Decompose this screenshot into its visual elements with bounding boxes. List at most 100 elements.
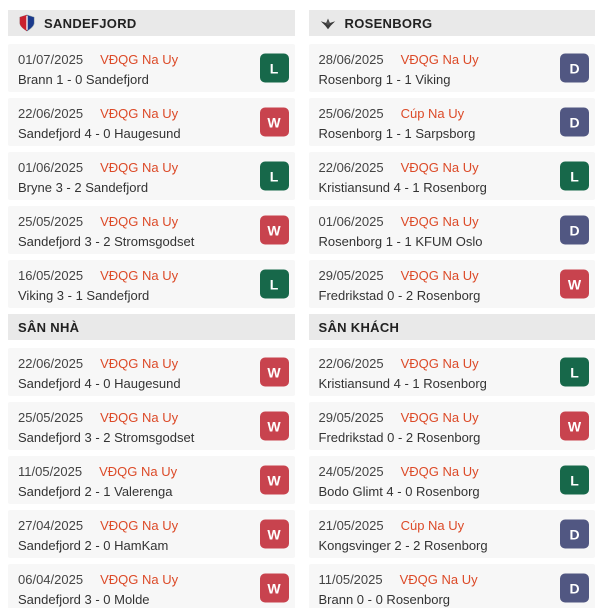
section-header-home: SÂN NHÀ [8,314,295,340]
match-date: 25/06/2025 [318,106,384,121]
match-row[interactable]: 24/05/2025 VĐQG Na Uy Bodo Glimt 4 - 0 R… [308,456,595,504]
result-badge: W [259,107,289,137]
match-meta: 11/05/2025 VĐQG Na Uy [319,572,550,587]
league-link[interactable]: VĐQG Na Uy [100,572,179,587]
match-row[interactable]: 22/06/2025 VĐQG Na Uy Sandefjord 4 - 0 H… [8,348,295,396]
match-meta: 28/06/2025 VĐQG Na Uy [319,52,550,67]
match-row[interactable]: 21/05/2025 Cúp Na Uy Kongsvinger 2 - 2 R… [308,510,595,558]
match-date: 11/05/2025 [318,572,383,587]
match-row[interactable]: 29/05/2025 VĐQG Na Uy Fredrikstad 0 - 2 … [308,260,595,308]
team-form-column-away: ROSENBORG 28/06/2025 VĐQG Na Uy Rosenbor… [308,10,595,608]
match-row[interactable]: 25/05/2025 VĐQG Na Uy Sandefjord 3 - 2 S… [8,402,295,450]
league-link[interactable]: VĐQG Na Uy [400,464,479,479]
match-row[interactable]: 22/06/2025 VĐQG Na Uy Sandefjord 4 - 0 H… [8,98,295,146]
team-name-away: ROSENBORG [344,15,433,31]
match-row[interactable]: 28/06/2025 VĐQG Na Uy Rosenborg 1 - 1 Vi… [308,44,595,92]
match-row[interactable]: 25/06/2025 Cúp Na Uy Rosenborg 1 - 1 Sar… [308,98,595,146]
match-date: 22/06/2025 [318,160,384,175]
league-link[interactable]: VĐQG Na Uy [100,214,179,229]
match-date: 29/05/2025 [318,410,384,425]
league-link[interactable]: VĐQG Na Uy [100,356,179,371]
league-link[interactable]: VĐQG Na Uy [100,410,179,425]
match-row[interactable]: 25/05/2025 VĐQG Na Uy Sandefjord 3 - 2 S… [8,206,295,254]
league-link[interactable]: VĐQG Na Uy [100,268,179,283]
league-link[interactable]: VĐQG Na Uy [100,160,179,175]
league-link[interactable]: VĐQG Na Uy [400,410,479,425]
result-badge: W [259,465,289,495]
match-row[interactable]: 11/05/2025 VĐQG Na Uy Brann 0 - 0 Rosenb… [308,564,595,608]
match-meta: 25/05/2025 VĐQG Na Uy [18,410,249,425]
match-row[interactable]: 27/04/2025 VĐQG Na Uy Sandefjord 2 - 0 H… [8,510,295,558]
recent-form-list-home: 01/07/2025 VĐQG Na Uy Brann 1 - 0 Sandef… [8,44,295,308]
match-row[interactable]: 01/06/2025 VĐQG Na Uy Rosenborg 1 - 1 KF… [308,206,595,254]
recent-form-list-away: 28/06/2025 VĐQG Na Uy Rosenborg 1 - 1 Vi… [308,44,595,308]
result-badge: W [560,411,589,441]
match-score: Sandefjord 3 - 2 Stromsgodset [18,234,195,249]
match-meta: 24/05/2025 VĐQG Na Uy [319,464,550,479]
rosenborg-crest-icon [319,14,337,32]
result-badge: D [560,107,589,137]
league-link[interactable]: Cúp Na Uy [400,106,465,121]
match-row[interactable]: 22/06/2025 VĐQG Na Uy Kristiansund 4 - 1… [308,348,595,396]
result-badge: W [560,269,589,299]
league-link[interactable]: VĐQG Na Uy [399,572,478,587]
match-score: Sandefjord 3 - 0 Molde [18,592,150,607]
match-row[interactable]: 01/06/2025 VĐQG Na Uy Bryne 3 - 2 Sandef… [8,152,295,200]
match-date: 22/06/2025 [18,356,84,371]
result-badge: L [259,269,289,299]
team-header-home: SANDEFJORD [8,10,295,36]
league-link[interactable]: VĐQG Na Uy [400,160,479,175]
result-badge: D [560,53,589,83]
team-form-column-home: SANDEFJORD 01/07/2025 VĐQG Na Uy Brann 1… [8,10,295,608]
match-score: Sandefjord 2 - 1 Valerenga [18,484,173,499]
result-badge: L [560,357,589,387]
match-date: 06/04/2025 [18,572,84,587]
match-meta: 01/06/2025 VĐQG Na Uy [319,214,550,229]
result-badge: W [259,215,289,245]
league-link[interactable]: VĐQG Na Uy [400,268,479,283]
match-date: 01/06/2025 [18,160,84,175]
league-link[interactable]: VĐQG Na Uy [400,356,479,371]
match-date: 25/05/2025 [18,410,84,425]
match-row[interactable]: 11/05/2025 VĐQG Na Uy Sandefjord 2 - 1 V… [8,456,295,504]
match-row[interactable]: 29/05/2025 VĐQG Na Uy Fredrikstad 0 - 2 … [308,402,595,450]
match-score: Kongsvinger 2 - 2 Rosenborg [318,538,488,553]
result-badge: W [259,411,289,441]
match-meta: 06/04/2025 VĐQG Na Uy [18,572,249,587]
match-score: Kristiansund 4 - 1 Rosenborg [318,376,487,391]
league-link[interactable]: Cúp Na Uy [400,518,465,533]
match-row[interactable]: 22/06/2025 VĐQG Na Uy Kristiansund 4 - 1… [308,152,595,200]
match-date: 16/05/2025 [18,268,84,283]
league-link[interactable]: VĐQG Na Uy [100,52,179,67]
result-badge: W [259,519,289,549]
result-badge: D [560,215,589,245]
match-meta: 25/05/2025 VĐQG Na Uy [18,214,249,229]
match-row[interactable]: 01/07/2025 VĐQG Na Uy Brann 1 - 0 Sandef… [8,44,295,92]
match-meta: 29/05/2025 VĐQG Na Uy [319,410,550,425]
match-meta: 22/06/2025 VĐQG Na Uy [319,356,550,371]
match-score: Brann 1 - 0 Sandefjord [18,72,149,87]
team-header-away: ROSENBORG [308,10,595,36]
result-badge: L [560,465,589,495]
home-matches-list: 22/06/2025 VĐQG Na Uy Sandefjord 4 - 0 H… [8,348,295,608]
result-badge: L [259,53,289,83]
league-link[interactable]: VĐQG Na Uy [400,214,479,229]
league-link[interactable]: VĐQG Na Uy [99,464,178,479]
match-date: 28/06/2025 [318,52,384,67]
league-link[interactable]: VĐQG Na Uy [100,106,179,121]
match-row[interactable]: 06/04/2025 VĐQG Na Uy Sandefjord 3 - 0 M… [8,564,295,608]
match-date: 22/06/2025 [318,356,384,371]
result-badge: L [259,161,289,191]
result-badge: D [560,573,589,603]
away-matches-list: 22/06/2025 VĐQG Na Uy Kristiansund 4 - 1… [308,348,595,608]
result-badge: W [259,573,289,603]
match-score: Sandefjord 4 - 0 Haugesund [18,126,181,141]
match-row[interactable]: 16/05/2025 VĐQG Na Uy Viking 3 - 1 Sande… [8,260,295,308]
league-link[interactable]: VĐQG Na Uy [100,518,179,533]
match-date: 27/04/2025 [18,518,84,533]
match-score: Sandefjord 4 - 0 Haugesund [18,376,181,391]
sandefjord-crest-icon [18,14,36,32]
match-meta: 27/04/2025 VĐQG Na Uy [18,518,249,533]
match-meta: 29/05/2025 VĐQG Na Uy [319,268,550,283]
league-link[interactable]: VĐQG Na Uy [400,52,479,67]
